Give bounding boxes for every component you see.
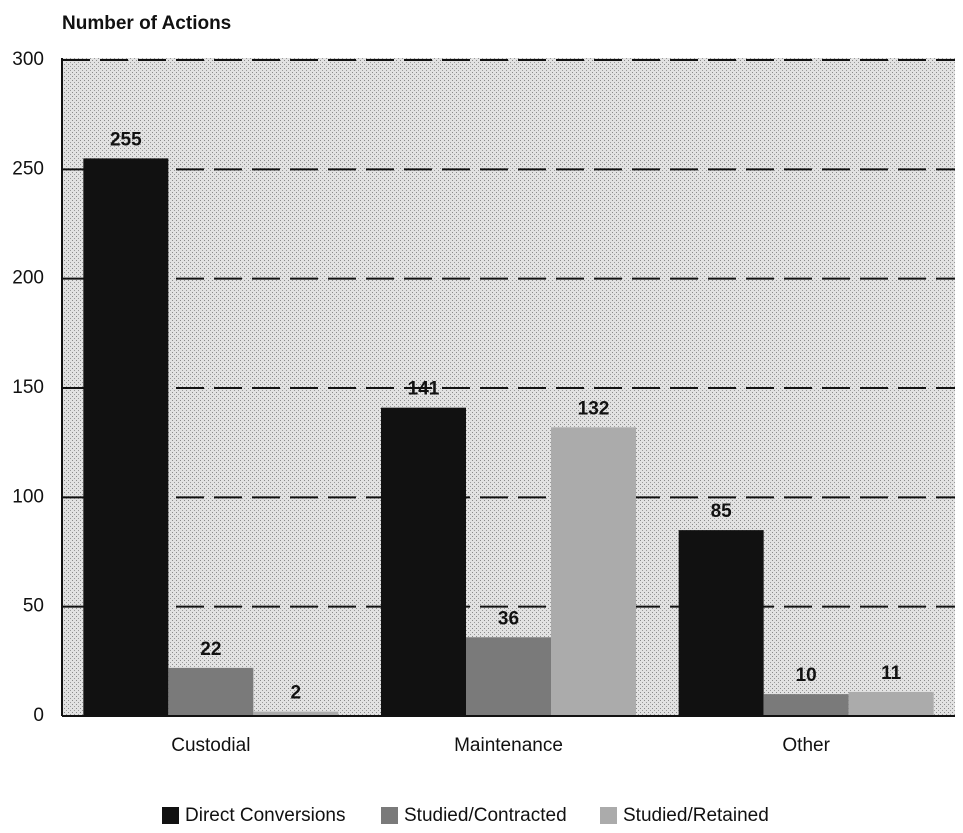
y-tick-label: 250 [12,158,44,179]
legend-swatch [162,807,179,824]
data-label: 255 [110,129,142,150]
data-label: 85 [711,501,733,522]
y-tick-label: 0 [33,705,44,726]
bar [83,158,169,716]
x-tick-label: Custodial [171,735,250,756]
legend-label: Studied/Contracted [404,805,567,826]
y-tick-label: 300 [12,49,44,70]
data-label: 11 [881,663,902,684]
legend-swatch [600,807,617,824]
data-label: 141 [408,379,440,400]
data-label: 10 [796,665,817,686]
bar [678,530,764,716]
legend-swatch [381,807,398,824]
y-axis-title: Number of Actions [62,13,231,34]
data-label: 22 [200,639,221,660]
legend-label: Studied/Retained [623,805,769,826]
x-tick-label: Maintenance [454,735,563,756]
legend-label: Direct Conversions [185,805,346,826]
y-tick-label: 200 [12,268,44,289]
bar [763,694,849,716]
bar [466,637,551,716]
data-label: 36 [498,608,519,629]
y-tick-label: 100 [12,486,44,507]
x-tick-label: Other [782,735,830,756]
bar [381,407,466,716]
bar [848,691,934,716]
y-tick-label: 50 [23,596,44,617]
bar [253,711,339,716]
bar [168,667,254,716]
bar [551,427,636,716]
y-tick-label: 150 [12,377,44,398]
data-label: 2 [291,683,302,704]
data-label: 132 [578,398,610,419]
